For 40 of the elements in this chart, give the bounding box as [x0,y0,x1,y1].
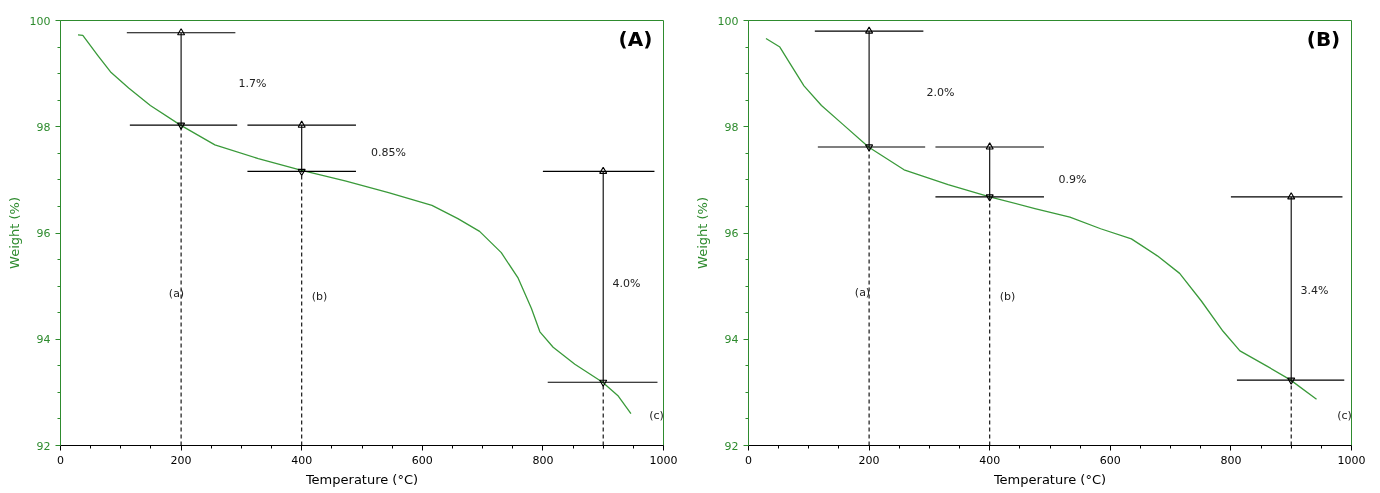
y-tick-label: 92 [36,439,51,453]
y-tick-label: 96 [724,227,739,240]
y-tick-label: 98 [36,120,51,134]
x-tick-label: 400 [291,453,313,467]
y-axis-title: Weight (%) [6,197,22,269]
x-tick-label: 400 [979,453,1001,467]
annotation: (b) [311,290,328,303]
x-tick-label: 0 [745,453,752,467]
annotation: 1.7% [238,77,267,90]
x-tick-label: 1000 [649,453,678,467]
x-tick-label: 600 [1099,453,1121,467]
annotation: (c) [649,409,664,422]
y-tick-label: 100 [717,14,739,28]
x-tick-label: 800 [1220,453,1242,467]
y-tick-label: 96 [36,227,51,240]
y-tick-label: 100 [29,14,51,28]
y-tick-label: 92 [724,439,739,453]
x-tick-label: 600 [411,453,433,467]
annotation: 0.85% [371,146,406,159]
x-tick-label: 200 [170,453,192,467]
annotation: (c) [1337,409,1352,422]
y-axis-title: Weight (%) [694,197,710,269]
x-axis-title: Temperature (°C) [992,471,1107,487]
y-tick-label: 94 [724,333,739,347]
annotation: 0.9% [1058,173,1087,186]
annotation: (a) [168,287,185,300]
x-tick-label: 1000 [1337,453,1366,467]
chart-title: (A) [618,26,653,51]
annotation: 2.0% [926,86,955,99]
chart-title: (B) [1306,26,1341,51]
y-tick-label: 94 [36,333,51,347]
annotation: 4.0% [612,277,641,290]
x-tick-label: 200 [858,453,880,467]
x-tick-label: 800 [532,453,554,467]
annotation: (a) [854,286,871,299]
x-axis-title: Temperature (°C) [304,471,419,487]
x-tick-label: 0 [57,453,64,467]
y-tick-label: 98 [724,120,739,134]
annotation: (b) [999,290,1016,303]
annotation: 3.4% [1300,284,1329,297]
